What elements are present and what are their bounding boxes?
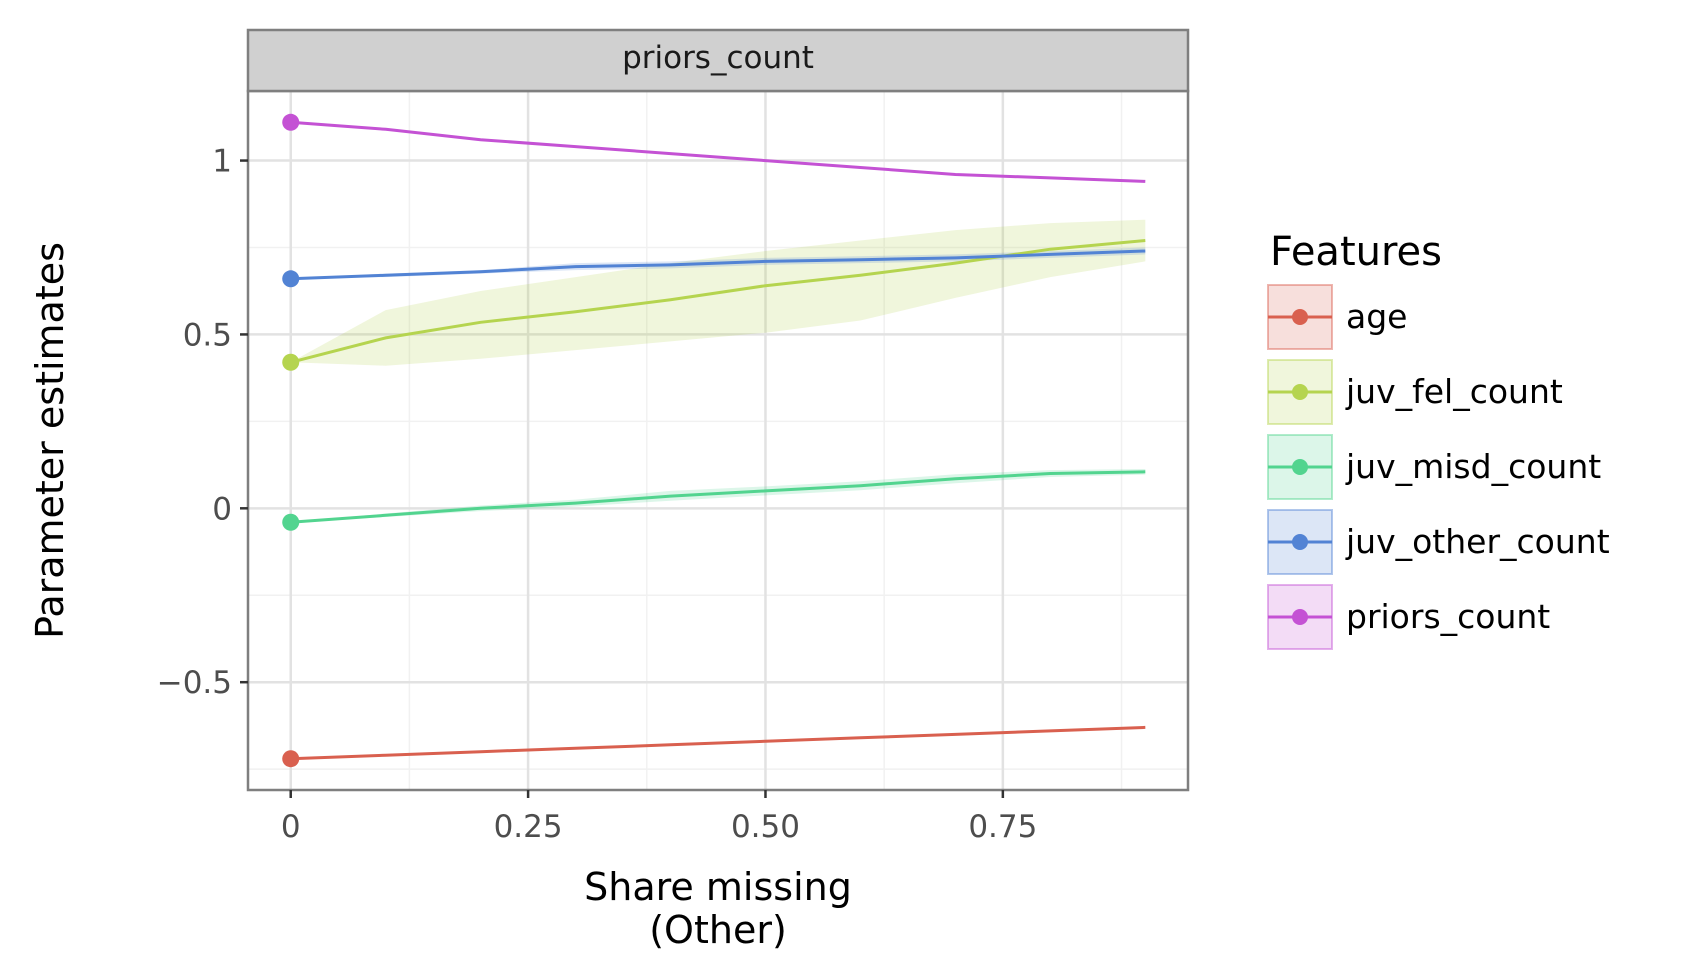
legend-key-point-juv_fel_count bbox=[1292, 384, 1308, 400]
facet-strip: priors_count bbox=[246, 28, 1190, 93]
point-juv_other_count bbox=[282, 270, 300, 288]
y-tick-label: 0.5 bbox=[183, 317, 232, 353]
legend-key-point-age bbox=[1292, 309, 1308, 325]
legend: Features age juv_fel_count juv_misd_countj… bbox=[1267, 229, 1610, 650]
grid bbox=[248, 91, 1188, 790]
x-tick-label: 0 bbox=[281, 809, 301, 845]
legend-label-juv_other_count: juv_other_count bbox=[1345, 522, 1610, 561]
series-points bbox=[282, 113, 300, 768]
legend-key-point-priors_count bbox=[1292, 609, 1308, 625]
point-juv_fel_count bbox=[282, 353, 300, 371]
y-axis-title: Parameter estimates bbox=[28, 242, 72, 639]
legend-key-point-juv_other_count bbox=[1292, 534, 1308, 550]
axes: 0 0.25 0.50 0.75 −0.5 0 0.5 1 bbox=[157, 144, 1038, 845]
x-tick-label: 0.25 bbox=[494, 809, 563, 845]
x-axis-title-line-1: Share missing bbox=[584, 865, 852, 909]
y-tick-label: 1 bbox=[212, 144, 232, 180]
line-age bbox=[290, 725, 1146, 761]
legend-label-priors_count: priors_count bbox=[1346, 597, 1550, 636]
y-tick-label: −0.5 bbox=[157, 665, 232, 701]
series-lines bbox=[290, 120, 1146, 761]
point-priors_count bbox=[282, 113, 300, 131]
x-axis-title-line-2: (Other) bbox=[649, 908, 787, 952]
legend-label-juv_fel_count: juv_fel_count bbox=[1345, 372, 1563, 411]
line-juv_other_count bbox=[290, 249, 1146, 281]
line-priors_count bbox=[290, 120, 1146, 183]
legend-key-point-juv_misd_count bbox=[1292, 459, 1308, 475]
legend-title: Features bbox=[1270, 229, 1442, 275]
band-juv_misd_count bbox=[290, 469, 1146, 523]
y-tick-label: 0 bbox=[212, 491, 232, 527]
facet-label: priors_count bbox=[622, 40, 814, 76]
x-tick-label: 0.50 bbox=[731, 809, 800, 845]
legend-label-age: age bbox=[1346, 297, 1407, 336]
line-juv_misd_count bbox=[290, 470, 1146, 524]
point-juv_misd_count bbox=[282, 513, 300, 531]
facet-strip-background bbox=[246, 28, 1190, 93]
point-age bbox=[282, 750, 300, 768]
x-tick-label: 0.75 bbox=[968, 809, 1037, 845]
legend-label-juv_misd_count: juv_misd_count bbox=[1345, 447, 1601, 486]
